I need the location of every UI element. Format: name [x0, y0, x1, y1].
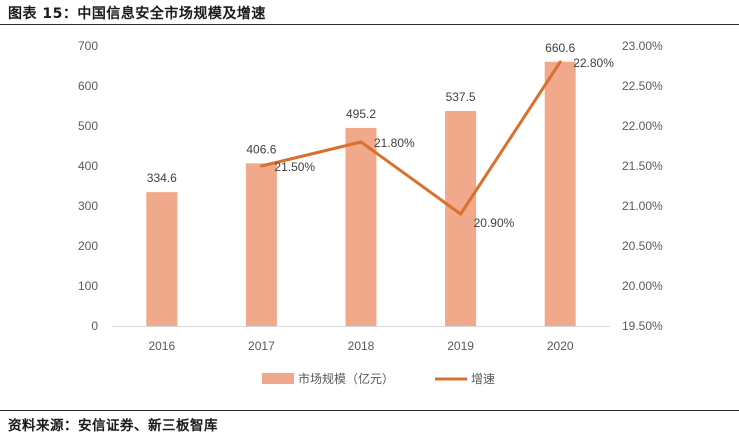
top-rule — [0, 24, 739, 25]
bar-data-label: 495.2 — [346, 107, 376, 121]
bar-data-label: 537.5 — [446, 90, 476, 104]
source-note: 资料来源：安信证券、新三板智库 — [8, 418, 218, 434]
line-data-label: 21.50% — [274, 160, 315, 174]
legend-label-line: 增速 — [471, 372, 495, 386]
y-right-tick-label: 21.50% — [622, 159, 663, 173]
y-right-tick-label: 20.00% — [622, 279, 663, 293]
growth-line — [259, 60, 562, 216]
y-left-tick-label: 0 — [91, 319, 98, 333]
y-left-tick-label: 400 — [78, 159, 98, 173]
x-tick-label: 2020 — [547, 339, 574, 353]
y-right-tick-label: 19.50% — [622, 319, 663, 333]
bar-data-label: 334.6 — [147, 171, 177, 185]
y-left-tick-label: 700 — [78, 39, 98, 53]
y-right-tick-label: 21.00% — [622, 199, 663, 213]
y-left-tick-label: 100 — [78, 279, 98, 293]
y-left-tick-label: 600 — [78, 79, 98, 93]
figure-header: 图表 15：中国信息安全市场规模及增速 — [0, 0, 739, 26]
x-tick-label: 2017 — [248, 339, 275, 353]
bar — [544, 61, 576, 326]
bottom-rule — [0, 410, 739, 411]
figure-title: 图表 15：中国信息安全市场规模及增速 — [8, 6, 266, 22]
bar — [245, 163, 277, 326]
y-left-tick-label: 300 — [78, 199, 98, 213]
line-data-label: 20.90% — [474, 216, 515, 230]
bar — [146, 192, 178, 326]
bar-data-label: 660.6 — [545, 41, 575, 55]
y-right-tick-label: 20.50% — [622, 239, 663, 253]
y-right-tick-label: 22.00% — [622, 119, 663, 133]
legend-swatch-bar — [262, 373, 294, 384]
y-left-tick-label: 500 — [78, 119, 98, 133]
y-right-tick-label: 22.50% — [622, 79, 663, 93]
legend-label-bar: 市场规模（亿元） — [298, 371, 394, 386]
bar — [445, 111, 477, 326]
x-tick-label: 2016 — [148, 339, 175, 353]
line-data-label: 22.80% — [573, 56, 614, 70]
bar — [345, 127, 377, 326]
x-tick-label: 2018 — [348, 339, 375, 353]
x-tick-label: 2019 — [447, 339, 474, 353]
bar-data-label: 406.6 — [246, 142, 276, 156]
line-data-label: 21.80% — [374, 136, 415, 150]
y-right-tick-label: 23.00% — [622, 39, 663, 53]
y-left-tick-label: 200 — [78, 239, 98, 253]
